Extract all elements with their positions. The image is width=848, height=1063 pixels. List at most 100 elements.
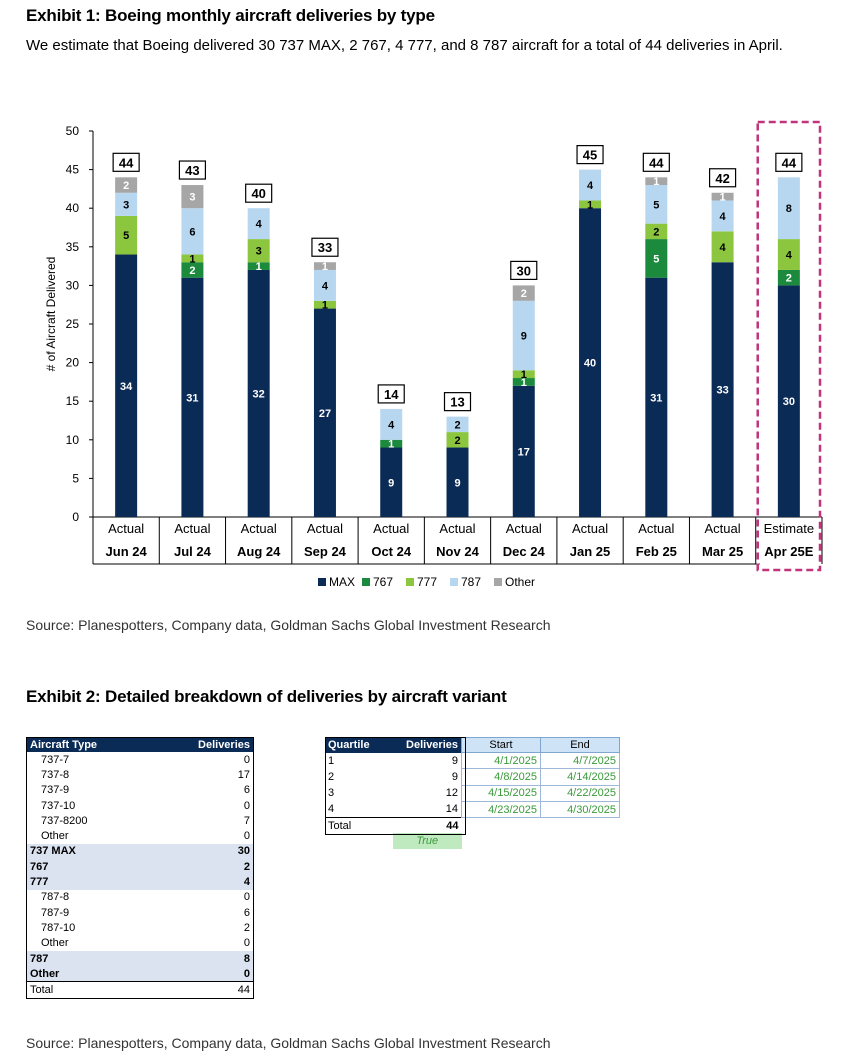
total-box <box>708 168 737 188</box>
exhibit1-title: Exhibit 1: Boeing monthly aircraft deliv… <box>26 6 435 25</box>
variant-row: 787-10 2 <box>27 920 254 935</box>
bar-segment-787 <box>711 200 734 232</box>
bar-segment-787 <box>512 300 535 371</box>
bar-segment-777 <box>579 200 602 209</box>
y-tick-label: 30 <box>66 278 80 292</box>
bar-segment-label: 9 <box>521 331 527 343</box>
variant-value: 0 <box>243 937 250 950</box>
exhibit2-title: Exhibit 2: Detailed breakdown of deliver… <box>26 687 507 706</box>
bar-segment-label: 4 <box>388 419 395 431</box>
variant-row: 787-8 0 <box>27 890 254 905</box>
variant-value: 8 <box>152 950 254 967</box>
variant-row: 737-7 0 <box>27 752 254 767</box>
quartile-header-end: End <box>540 737 620 753</box>
bar-segment-label: 5 <box>653 253 659 265</box>
bar-segment-label: 1 <box>587 199 593 211</box>
bar-segment-label: 1 <box>322 300 328 312</box>
quartile-deliveries: 9 <box>451 770 458 783</box>
bar-segment-777 <box>777 239 800 270</box>
quartile-row: 1 9 4/1/2025 4/7/2025 <box>325 751 620 770</box>
legend-swatch-787 <box>450 578 458 586</box>
bar-segment-787 <box>777 177 800 240</box>
category-label-top: Actual <box>307 521 343 536</box>
bar-segment-777 <box>247 239 270 263</box>
variant-label: 737-8200 <box>41 814 88 827</box>
bar-segment-max <box>313 308 336 517</box>
quartile-total-row: Total 44 <box>325 817 620 834</box>
bar-segment-max <box>115 254 138 517</box>
category-label-bottom: Apr 25E <box>764 544 813 559</box>
quartile-header-deliveries: Deliveries <box>393 737 462 753</box>
bar-segment-label: 4 <box>587 180 594 192</box>
quartile-start: 4/1/2025 <box>461 751 541 770</box>
total-label: 14 <box>384 387 399 402</box>
variant-header-type: Aircraft Type <box>26 737 153 752</box>
legend-swatch-767 <box>362 578 370 586</box>
bar-segment-777 <box>711 231 734 263</box>
bar-segment-label: 4 <box>720 242 727 254</box>
quartile-number: 1 <box>328 754 335 767</box>
total-box <box>510 260 538 280</box>
bar-segment-label: 8 <box>786 203 792 215</box>
category-label-top: Actual <box>241 521 277 536</box>
quartile-number: 3 <box>328 787 335 800</box>
variant-row: Other 0 <box>27 828 254 843</box>
bar-segment-label: 1 <box>322 261 328 273</box>
y-tick-label: 5 <box>72 471 79 485</box>
quartile-end: 4/14/2025 <box>540 768 620 786</box>
legend-swatch-777 <box>406 578 414 586</box>
quartile-end: 4/22/2025 <box>540 784 620 802</box>
bar-segment-label: 32 <box>253 388 265 400</box>
bar-segment-label: 1 <box>653 176 659 188</box>
variant-row: 767 2 <box>26 859 254 875</box>
y-tick-label: 10 <box>66 433 80 447</box>
quartile-number: 4 <box>328 803 335 816</box>
variant-value: 17 <box>237 768 250 781</box>
y-axis-title: # of Aircraft Delivered <box>44 257 58 372</box>
quartile-total-label: Total <box>325 817 393 834</box>
bar-segment-label: 2 <box>786 273 792 285</box>
quartile-table: Quartile Deliveries Start End 1 9 4/1/2025… <box>325 737 620 849</box>
variant-label: 737-10 <box>41 799 76 812</box>
category-label-bottom: Jun 24 <box>106 544 148 559</box>
exhibit1-subtitle: We estimate that Boeing delivered 30 737… <box>26 37 783 54</box>
variant-label: 737 MAX <box>26 843 153 860</box>
variant-row: 777 4 <box>26 874 254 890</box>
quartile-deliveries: 9 <box>451 754 458 767</box>
variant-row: 737-8200 7 <box>27 813 254 828</box>
blank-cell <box>325 833 393 848</box>
bar-segment-767 <box>247 262 270 270</box>
bar-segment-label: 1 <box>521 377 527 389</box>
total-box <box>576 144 604 165</box>
bar-segment-label: 34 <box>120 381 133 393</box>
quartile-total-value: 44 <box>393 817 462 834</box>
category-label-top: Actual <box>439 521 475 536</box>
category-label-top: Actual <box>506 521 542 536</box>
variant-label: 787-9 <box>41 906 70 919</box>
bar-segment-label: 1 <box>720 192 726 204</box>
total-label: 13 <box>450 395 464 410</box>
legend-label: 767 <box>373 575 393 589</box>
legend-swatch-other <box>494 578 502 586</box>
y-tick-label: 35 <box>66 240 80 254</box>
total-box <box>443 392 472 412</box>
bar-segment-777 <box>115 215 138 255</box>
bar-segment-777 <box>512 370 535 379</box>
category-label-bottom: Mar 25 <box>702 544 743 559</box>
total-box <box>775 152 803 172</box>
variant-label: Other <box>41 830 69 843</box>
variant-row: 737-8 17 <box>27 767 254 782</box>
total-label: 44 <box>119 155 134 170</box>
quartile-header-start: Start <box>461 737 541 753</box>
quartile-start: 4/8/2025 <box>461 768 541 786</box>
bar-segment-label: 3 <box>189 192 195 204</box>
quartile-row: 3 12 4/15/2025 4/22/2025 <box>325 784 620 802</box>
category-label-top: Actual <box>638 521 674 536</box>
bar-segment-787 <box>380 408 403 440</box>
variant-value: 0 <box>243 891 250 904</box>
variant-label: 787-10 <box>41 921 76 934</box>
bar-segment-787 <box>115 192 138 216</box>
bar-segment-other <box>711 192 734 201</box>
variant-value: 2 <box>152 859 254 875</box>
bar-segment-label: 4 <box>256 219 263 231</box>
